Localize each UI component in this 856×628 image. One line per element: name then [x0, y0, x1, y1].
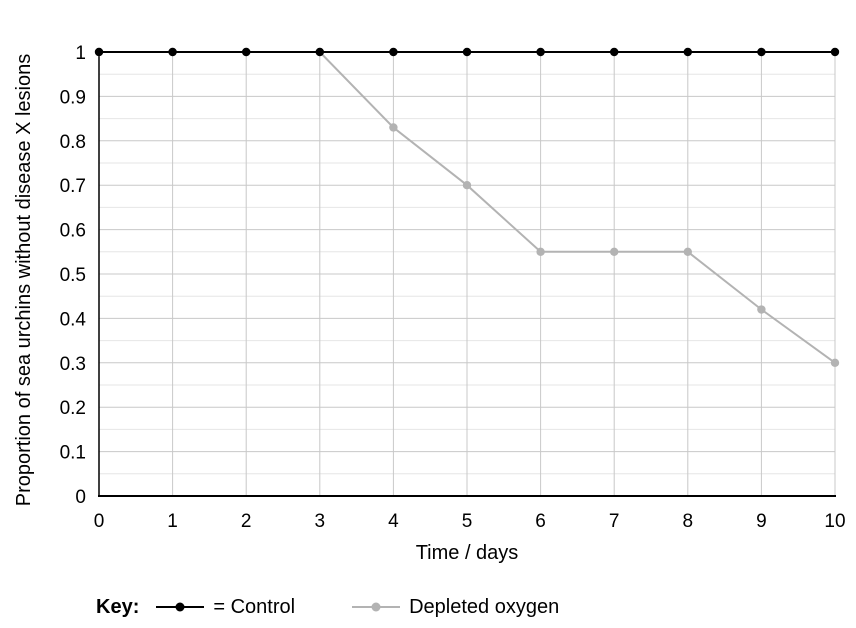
- y-tick-label: 0.5: [60, 265, 86, 286]
- data-point-depleted-oxygen: [536, 247, 545, 256]
- legend-swatch-depleted-oxygen: [352, 602, 401, 612]
- x-tick-label: 7: [609, 511, 620, 532]
- data-point-depleted-oxygen: [462, 181, 472, 190]
- data-point-control: [389, 47, 398, 57]
- x-axis-title: Time / days: [416, 542, 519, 564]
- y-axis-title: Proportion of sea urchins without diseas…: [13, 54, 35, 506]
- legend: Key: = Control Depleted oxygen: [96, 592, 615, 622]
- x-tick-label: 1: [167, 511, 178, 532]
- data-point-depleted-oxygen: [610, 247, 619, 256]
- legend-item-control: = Control: [155, 596, 295, 619]
- axes: [98, 52, 836, 497]
- grid: [99, 51, 836, 496]
- data-point-depleted-oxygen: [830, 358, 840, 367]
- line-chart: 00.10.20.30.40.50.60.70.80.910 1 2 3 4 5 6 7 8 9 1…: [13, 43, 846, 564]
- x-tick-label: 8: [683, 511, 694, 532]
- y-tick-label: 0.2: [60, 398, 86, 419]
- x-tick-label: 6: [535, 511, 546, 532]
- tick-labels: 00.10.20.30.40.50.60.70.80.910 1 2 3 4 5 6 7 8 9 1…: [60, 43, 846, 532]
- data-point-control: [830, 47, 840, 57]
- data-point-control: [536, 47, 545, 57]
- data-point-control: [94, 47, 104, 57]
- data-point-depleted-oxygen: [757, 305, 766, 314]
- y-tick-label: 0.8: [60, 132, 86, 153]
- data-point-control: [315, 47, 324, 57]
- legend-label-depleted-oxygen: Depleted oxygen: [409, 595, 560, 618]
- y-tick-label: 1: [75, 43, 86, 64]
- y-tick-label: 0.9: [60, 87, 86, 108]
- data-point-control: [462, 47, 472, 57]
- series: [94, 47, 840, 367]
- x-tick-label: 10: [824, 511, 845, 532]
- legend-swatch-control: [156, 602, 205, 612]
- legend-item-depleted-oxygen: Depleted oxygen: [351, 596, 559, 619]
- x-tick-label: 9: [756, 511, 767, 532]
- data-point-depleted-oxygen: [389, 123, 398, 132]
- data-point-control: [610, 47, 619, 57]
- data-point-depleted-oxygen: [683, 247, 692, 256]
- legend-key-title: Key:: [96, 595, 140, 618]
- x-tick-label: 4: [388, 511, 399, 532]
- x-tick-label: 3: [315, 511, 326, 532]
- y-tick-label: 0.1: [60, 443, 86, 464]
- y-tick-label: 0.4: [60, 309, 87, 330]
- y-tick-label: 0: [75, 487, 86, 508]
- x-tick-label: 2: [241, 511, 252, 532]
- data-point-control: [757, 47, 766, 57]
- y-tick-label: 0.7: [60, 176, 86, 197]
- legend-label-control: = Control: [213, 595, 296, 618]
- x-tick-label: 5: [462, 511, 473, 532]
- data-point-control: [168, 47, 177, 57]
- x-tick-label: 0: [94, 511, 105, 532]
- y-tick-label: 0.6: [60, 221, 86, 242]
- data-point-control: [683, 47, 692, 57]
- data-point-control: [242, 47, 251, 57]
- y-tick-label: 0.3: [60, 354, 86, 375]
